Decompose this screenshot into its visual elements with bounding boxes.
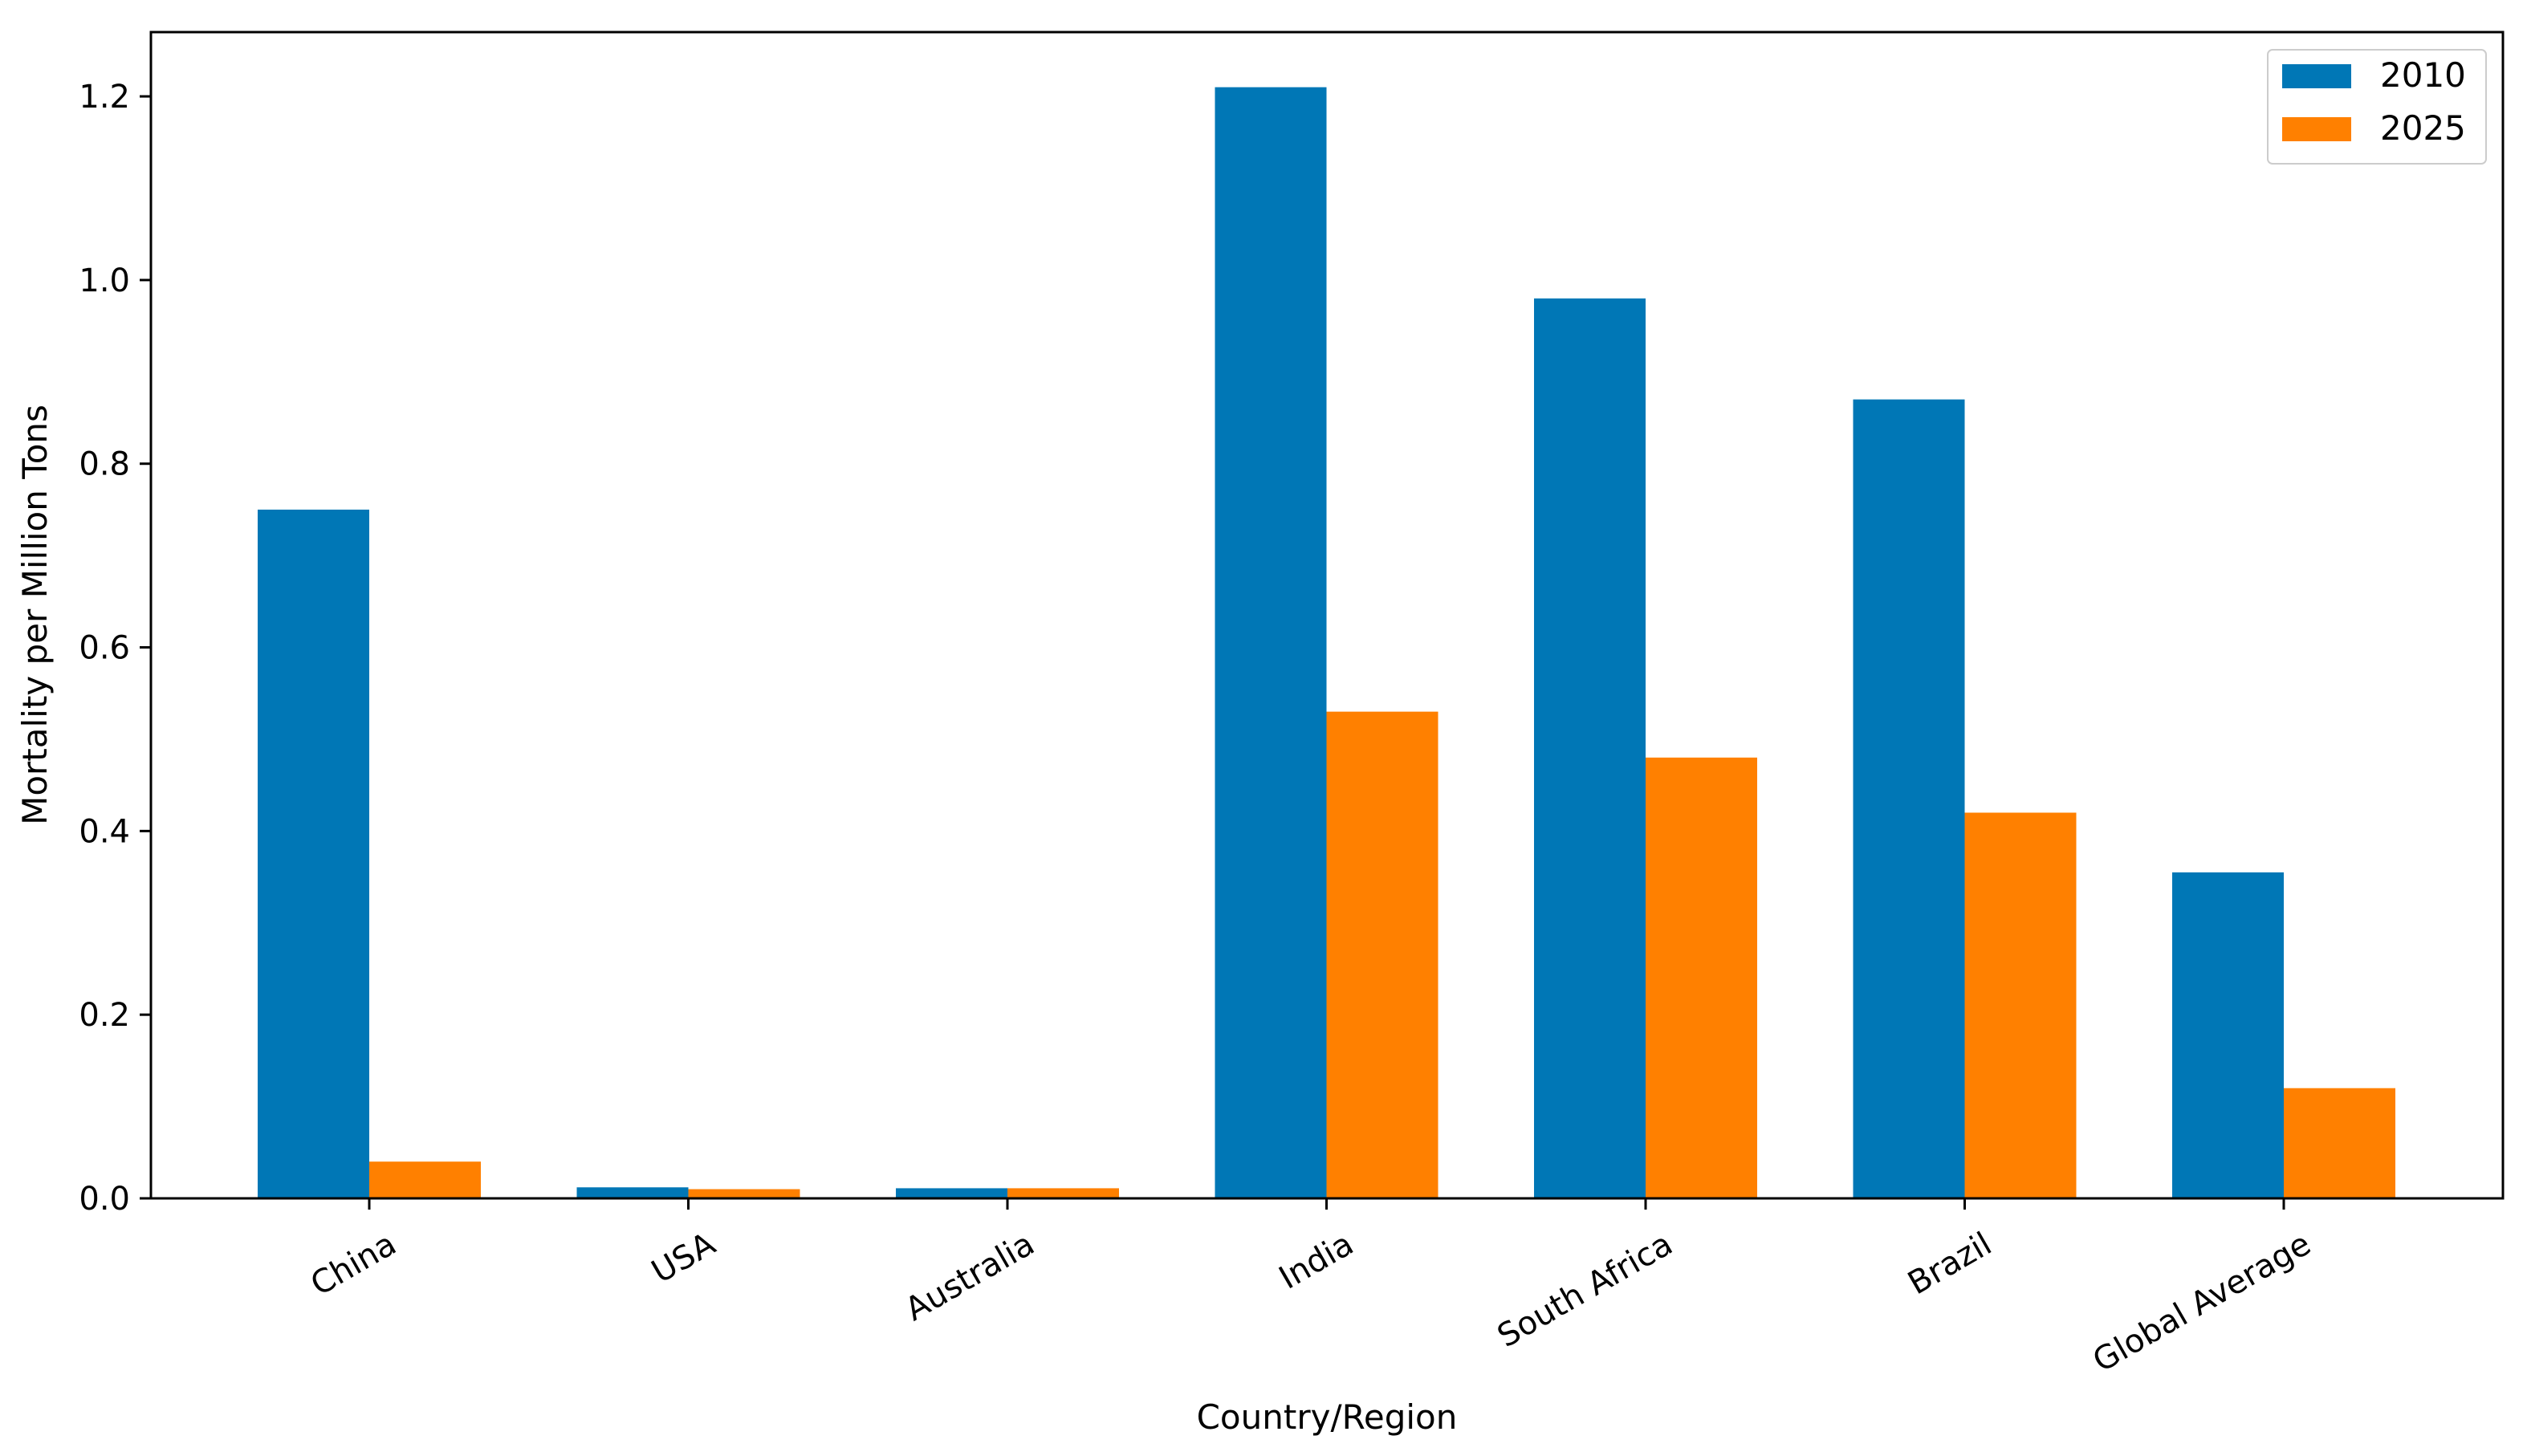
bar-2025-usa	[688, 1189, 800, 1198]
x-tick-label: Global Average	[2087, 1226, 2317, 1380]
y-tick-label: 0.6	[79, 630, 130, 667]
x-tick-label: India	[1273, 1226, 1360, 1297]
y-tick-label: 0.4	[79, 813, 130, 850]
x-axis: China USA Australia India South Africa Brazil…	[304, 1198, 2317, 1380]
bar-2010-australia	[896, 1188, 1007, 1198]
legend: 2010 2025	[2267, 49, 2487, 165]
y-axis-label: Mortality per Million Tons	[15, 405, 55, 825]
y-tick-label: 0.2	[79, 997, 130, 1034]
legend-swatch-2010	[2282, 64, 2351, 88]
y-tick-label: 1.0	[79, 262, 130, 299]
legend-swatch-2025	[2282, 117, 2351, 141]
plot-frame	[149, 31, 2505, 1200]
x-tick-label: South Africa	[1491, 1226, 1679, 1355]
y-tick-label: 1.2	[79, 79, 130, 116]
x-tick-label: China	[304, 1226, 402, 1303]
y-tick-label: 0.0	[79, 1181, 130, 1218]
bar-2025-india	[1326, 711, 1438, 1198]
legend-label-2025: 2025	[2380, 108, 2466, 148]
bar-2025-china	[369, 1161, 481, 1198]
bar-2025-south-africa	[1646, 757, 1757, 1198]
bar-2010-china	[258, 509, 369, 1198]
x-axis-label: Country/Region	[1197, 1397, 1458, 1437]
bar-2010-brazil	[1853, 399, 1965, 1198]
bar-2025-brazil	[1964, 812, 2077, 1198]
bar-2010-usa	[576, 1187, 689, 1198]
y-axis: 0.0 0.2 0.4 0.6 0.8 1.0 1.2	[79, 79, 151, 1218]
y-tick-label: 0.8	[79, 446, 130, 483]
bar-2010-india	[1215, 87, 1327, 1199]
legend-label-2010: 2010	[2380, 55, 2466, 95]
bar-2010-global-average	[2172, 872, 2284, 1198]
x-tick-label: Brazil	[1902, 1226, 1998, 1303]
bar-2010-south-africa	[1534, 298, 1646, 1199]
x-tick-label: Australia	[899, 1226, 1040, 1328]
bar-2025-australia	[1007, 1188, 1119, 1198]
bar-2025-global-average	[2284, 1088, 2395, 1198]
x-tick-label: USA	[645, 1225, 722, 1291]
bars-layer	[258, 87, 2395, 1199]
